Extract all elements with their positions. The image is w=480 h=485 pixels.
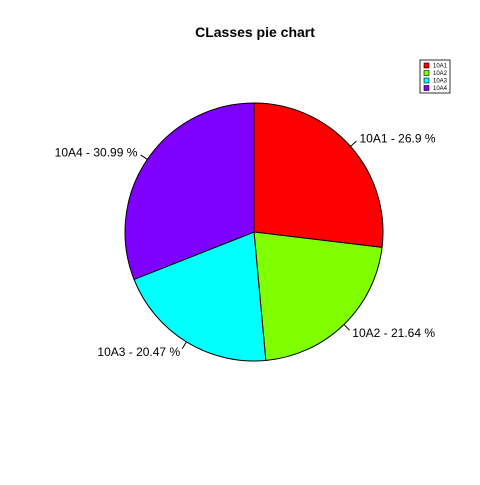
legend-label-10a1: 10A1 [433, 64, 448, 70]
label-tick-10a4 [140, 154, 148, 160]
label-tick-10a2 [343, 324, 350, 331]
slice-label-10a1: 10A1 - 26.9 % [359, 131, 435, 145]
label-tick-10a1 [350, 140, 357, 147]
legend-swatch-10a4 [423, 85, 430, 91]
pie-slice-10a2 [253, 231, 383, 362]
pie-slice-10a1 [253, 102, 384, 248]
slice-label-10a2: 10A2 - 21.64 % [352, 326, 435, 340]
label-tick-10a3 [181, 341, 187, 349]
slice-labels: 10A1 - 26.9 % 10A2 - 21.64 % 10A3 - 20.47 … [55, 131, 436, 359]
chart-title: CLasses pie chart [195, 24, 315, 40]
legend-swatch-10a1 [423, 62, 430, 69]
legend-swatch-10a3 [423, 77, 430, 84]
legend-swatch-10a2 [423, 70, 430, 76]
slice-label-10a3: 10A3 - 20.47 % [97, 345, 180, 359]
legend-label-10a2: 10A2 [433, 71, 448, 77]
legend-label-10a4: 10A4 [433, 86, 448, 92]
slice-label-10a4: 10A4 - 30.99 % [55, 146, 138, 160]
legend-label-10a3: 10A3 [433, 79, 448, 85]
pie-slice-10a4 [124, 102, 255, 281]
pie-slices [124, 102, 384, 362]
